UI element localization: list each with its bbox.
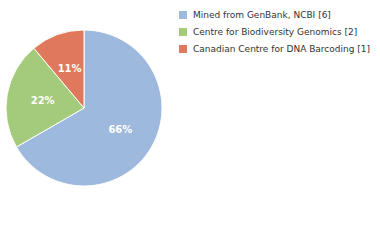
svg-text:Centre for Biodiversity Genomi: Centre for Biodiversity Genomics [2] [193,27,357,37]
svg-text:66%: 66% [108,124,132,135]
svg-text:Mined from GenBank, NCBI [6]: Mined from GenBank, NCBI [6] [193,10,331,20]
svg-text:Canadian Centre for DNA Barcod: Canadian Centre for DNA Barcoding [1] [193,44,370,54]
svg-text:11%: 11% [58,63,82,74]
svg-text:22%: 22% [31,95,55,106]
